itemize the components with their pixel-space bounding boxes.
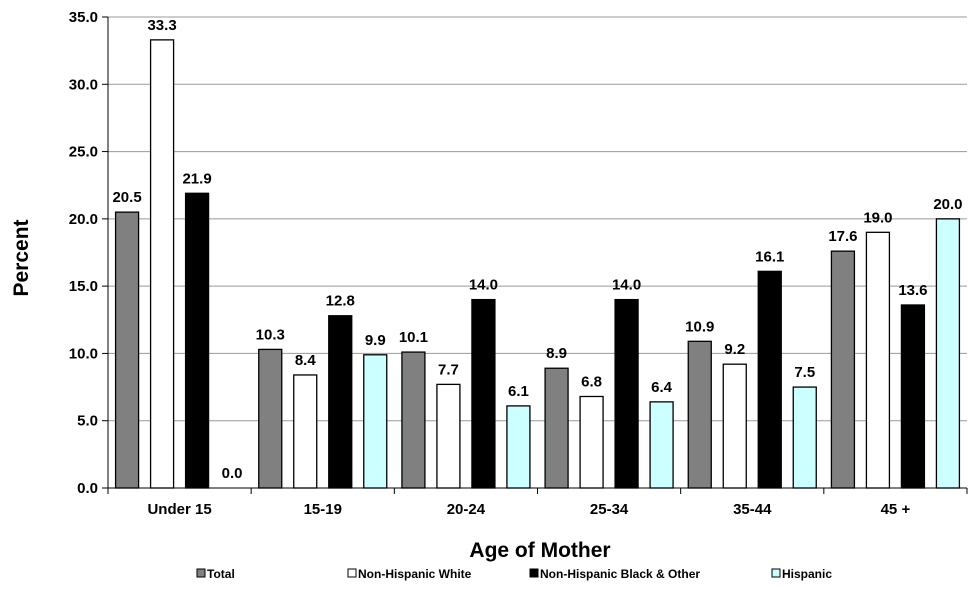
bar: [436, 383, 461, 489]
axes: 0.0 5.0 10.0 15.0 20.0 25.0 30.0 35.0 Under 15 15…: [69, 9, 968, 518]
data-label: 17.6: [828, 228, 857, 245]
data-label: 20.5: [112, 189, 141, 206]
y-axis-title: Percent: [10, 219, 33, 296]
data-label: 7.5: [794, 364, 815, 381]
x-category-label: 20-24: [447, 501, 486, 518]
bar: [258, 348, 283, 489]
legend-swatch: [771, 568, 781, 578]
bar: [792, 386, 817, 489]
data-label: 33.3: [147, 17, 176, 34]
gridlines: [108, 16, 967, 422]
bar: [114, 211, 140, 489]
data-label: 13.6: [898, 282, 927, 299]
data-label: 10.3: [256, 326, 285, 343]
data-label: 10.1: [399, 329, 428, 346]
x-category-label: Under 15: [147, 501, 211, 518]
x-category-label: 35-44: [733, 501, 772, 518]
bar: [830, 250, 856, 489]
x-category-label: 25-34: [590, 501, 629, 518]
bar: [614, 298, 639, 489]
x-category-label: 15-19: [304, 501, 342, 518]
legend-label: Total: [207, 567, 235, 581]
data-label: 9.2: [724, 341, 745, 358]
legend-label: Non-Hispanic White: [358, 567, 472, 581]
y-tick-label: 30.0: [69, 76, 98, 93]
legend-swatch: [529, 568, 539, 578]
bars: [114, 39, 961, 489]
bar: [865, 231, 891, 489]
data-label: 16.1: [755, 248, 784, 265]
bar: [184, 192, 210, 489]
data-label: 6.1: [508, 383, 529, 400]
data-label: 0.0: [222, 465, 243, 482]
data-label: 14.0: [612, 277, 641, 294]
bar: [149, 39, 175, 489]
y-tick-label: 15.0: [69, 278, 98, 295]
data-label: 6.8: [581, 373, 602, 390]
y-tick-label: 5.0: [77, 413, 98, 430]
x-category-label: 45 +: [881, 501, 911, 518]
bar: [579, 395, 604, 489]
y-tick-label: 35.0: [69, 9, 98, 26]
data-label: 14.0: [469, 277, 498, 294]
data-label: 19.0: [863, 209, 892, 226]
y-tick-label: 25.0: [69, 144, 98, 161]
data-label: 7.7: [438, 361, 459, 378]
legend-label: Non-Hispanic Black & Other: [540, 567, 700, 581]
bar: [687, 340, 712, 489]
bar: [649, 401, 674, 489]
y-tick-label: 20.0: [69, 211, 98, 228]
legend-label: Hispanic: [782, 567, 832, 581]
data-label: 10.9: [685, 318, 714, 335]
data-labels: 20.5 33.3 21.9 0.0 10.3 8.4 12.8 9.9 10.1 7.7 14.0…: [112, 17, 962, 482]
bar: [471, 298, 496, 489]
x-axis-title: Age of Mother: [469, 539, 610, 562]
data-label: 6.4: [651, 379, 673, 396]
legend: Total Non-Hispanic White Non-Hispanic Blac…: [196, 567, 832, 581]
bar: [900, 304, 926, 489]
y-tick-label: 10.0: [69, 345, 98, 362]
bar: [544, 367, 569, 489]
data-label: 12.8: [326, 293, 355, 310]
bar: [935, 218, 961, 489]
legend-swatch: [196, 568, 206, 578]
data-label: 20.0: [933, 196, 962, 213]
bar: [401, 351, 426, 489]
bar: [363, 354, 388, 489]
data-label: 8.4: [295, 352, 317, 369]
bar: [293, 374, 318, 489]
data-label: 9.9: [365, 332, 386, 349]
data-label: 21.9: [182, 170, 211, 187]
bar: [328, 315, 353, 489]
bar: [506, 405, 531, 489]
bar: [757, 270, 782, 489]
data-label: 8.9: [546, 345, 567, 362]
legend-swatch: [347, 568, 357, 578]
bar: [722, 363, 747, 489]
y-tick-label: 0.0: [77, 480, 98, 497]
